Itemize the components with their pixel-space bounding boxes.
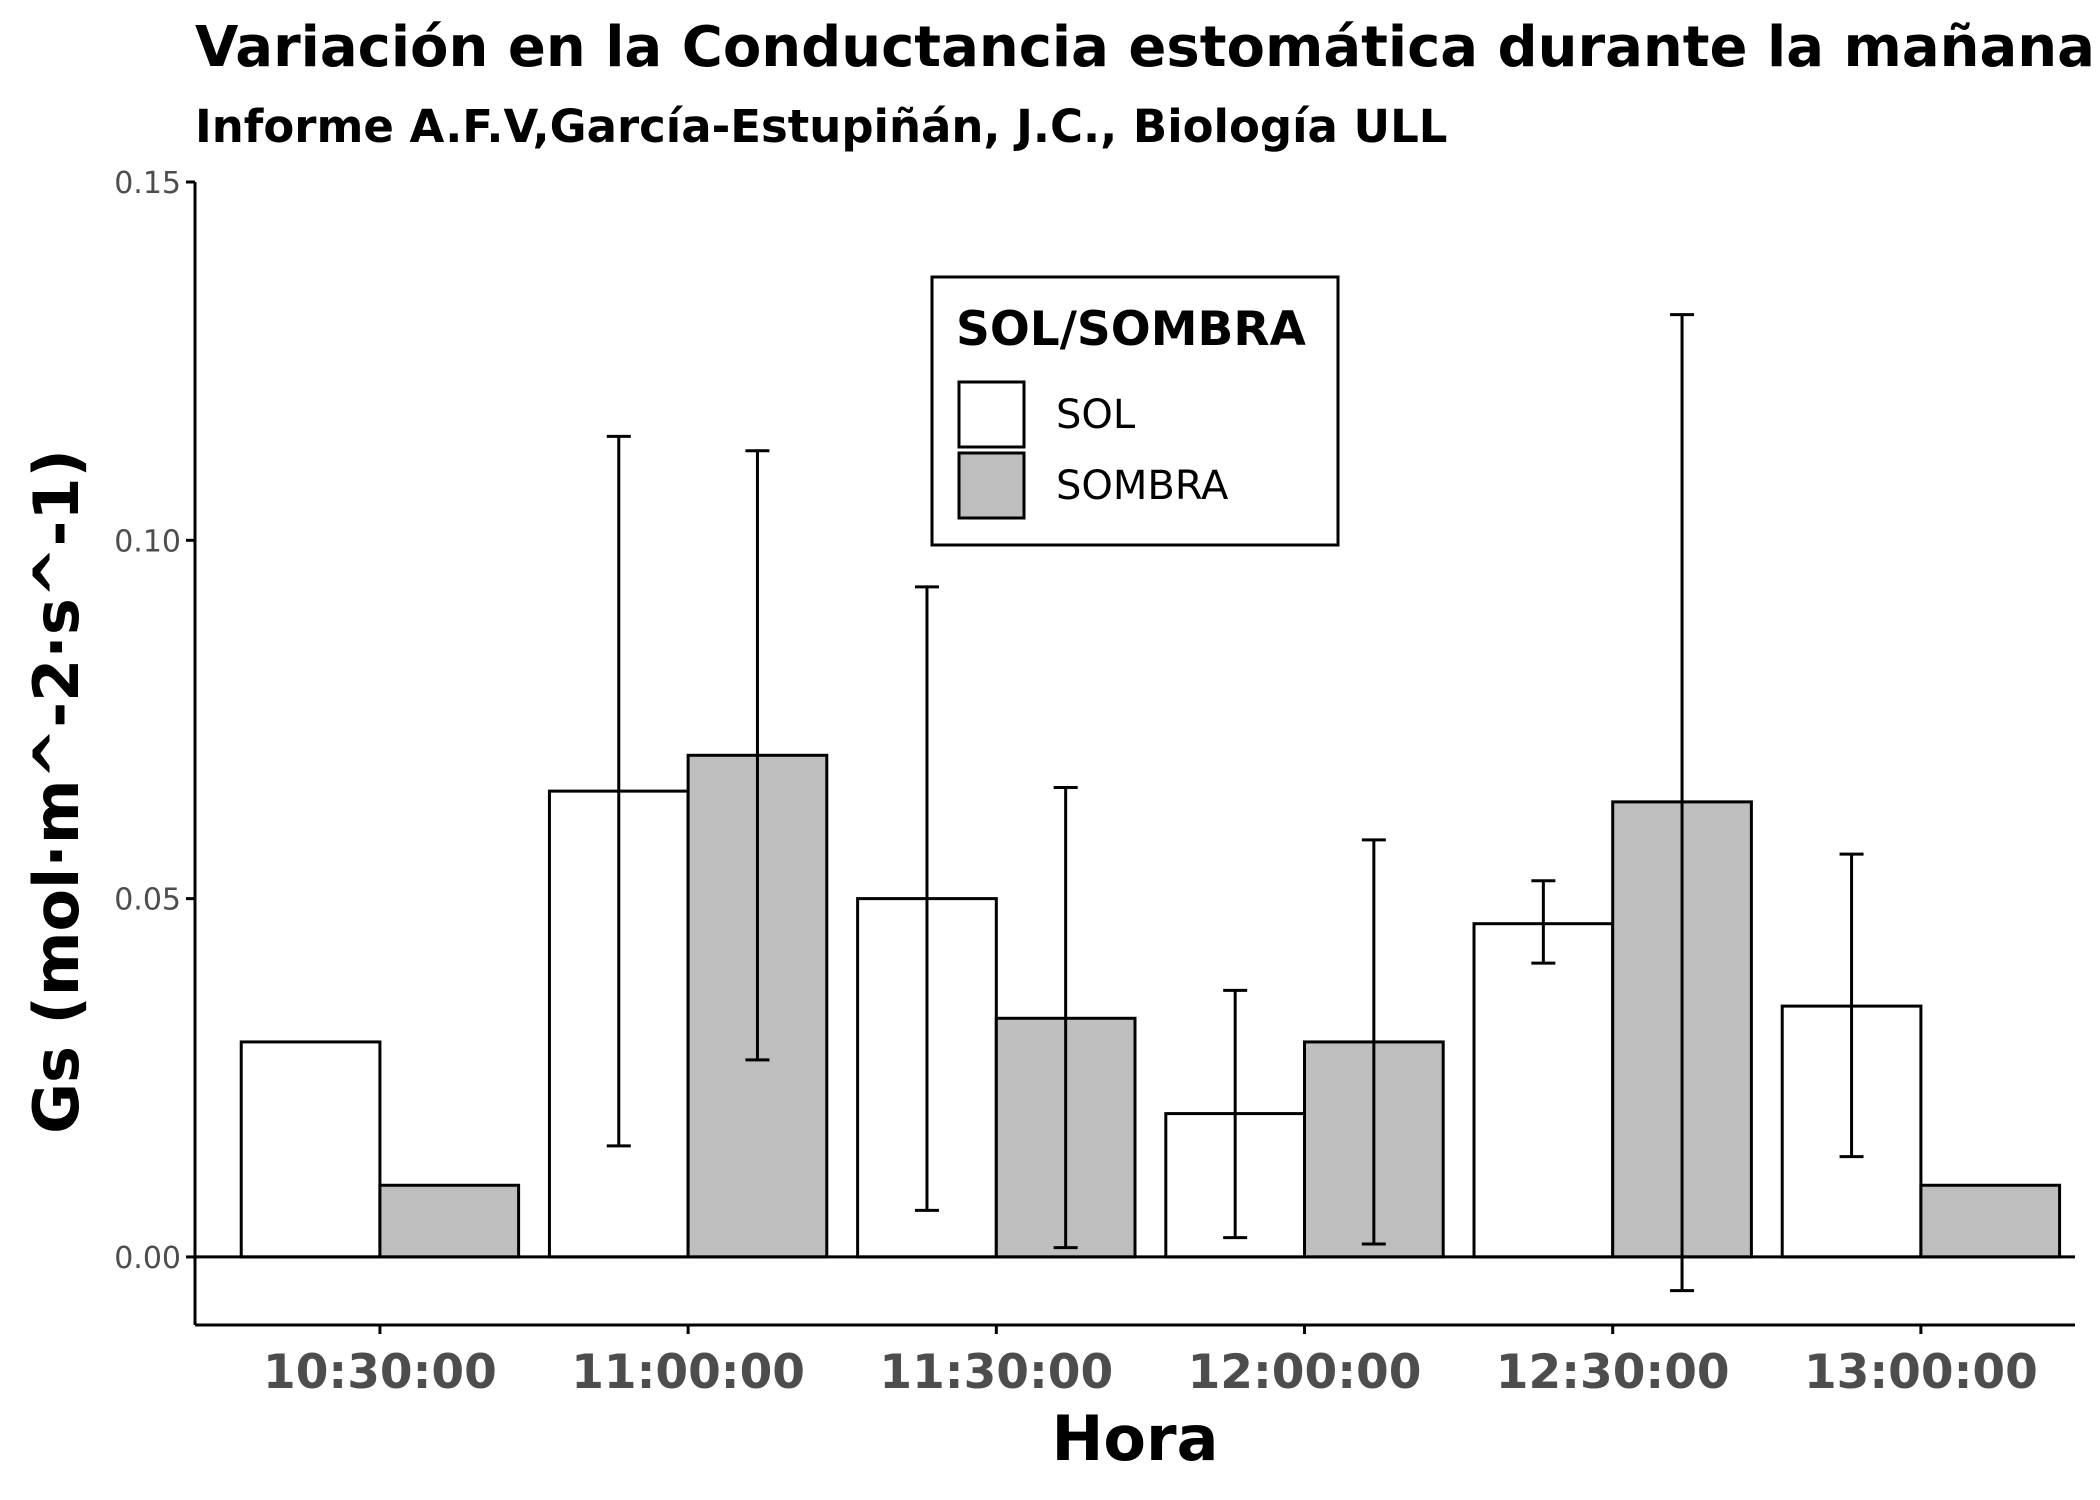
x-tick-label: 11:30:00	[879, 1345, 1113, 1400]
y-tick-label: 0.05	[114, 883, 181, 918]
error-bar-sombra-1	[745, 449, 770, 1062]
y-tick-label: 0.10	[114, 524, 181, 559]
legend-swatch-sol	[957, 380, 1026, 449]
bar-sombra-0	[378, 1183, 521, 1259]
axes-layer: 0.00 0.05 0.10 0.15 10:30:00 11:00:00 11:30:00…	[114, 166, 2075, 1400]
error-bar-sol-2	[914, 585, 939, 1212]
chart-subtitle: Informe A.F.V,García-Estupiñán, J.C., Bi…	[195, 100, 1447, 153]
error-bar-sol-4	[1531, 879, 1556, 965]
error-bar-sombra-4	[1670, 313, 1695, 1293]
x-axis-title: Hora	[1052, 1402, 1219, 1475]
chart-title: Variación en la Conductancia estomática …	[195, 15, 2095, 80]
bars-layer	[239, 753, 2062, 1259]
bar-sombra-5	[1919, 1183, 2062, 1259]
x-tick-label: 10:30:00	[263, 1345, 497, 1400]
error-bar-sol-5	[1839, 852, 1864, 1159]
legend: SOL/SOMBRA SOL SOMBRA	[930, 275, 1340, 547]
bar-sol-4	[1472, 922, 1615, 1259]
legend-title: SOL/SOMBRA	[956, 302, 1307, 357]
x-tick-label: 12:30:00	[1496, 1345, 1730, 1400]
legend-swatch-sombra	[957, 451, 1026, 520]
error-bar-sol-1	[606, 434, 631, 1148]
error-bar-sombra-3	[1361, 838, 1386, 1246]
x-tick-label: 11:00:00	[571, 1345, 805, 1400]
y-tick-label: 0.00	[114, 1241, 181, 1276]
legend-label-sombra: SOMBRA	[1056, 463, 1229, 509]
y-tick-label: 0.15	[114, 166, 181, 201]
error-bar-sombra-2	[1053, 786, 1078, 1250]
bar-sol-0	[239, 1040, 382, 1259]
error-bars-layer	[606, 313, 1864, 1293]
legend-items: SOL SOMBRA	[957, 380, 1229, 520]
x-tick-label: 13:00:00	[1804, 1345, 2038, 1400]
error-bar-sol-3	[1223, 988, 1248, 1240]
y-axis-title: Gs (mol·m^-2·s^-1)	[20, 449, 93, 1134]
x-tick-label: 12:00:00	[1188, 1345, 1422, 1400]
legend-label-sol: SOL	[1056, 392, 1136, 438]
